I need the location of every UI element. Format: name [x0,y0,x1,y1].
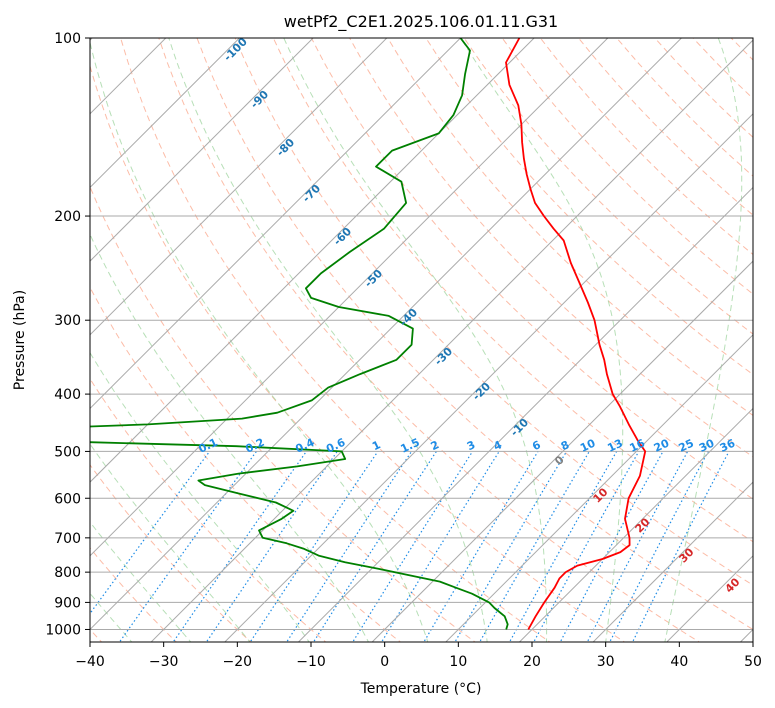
x-tick-label: 50 [744,654,762,670]
y-tick-label: 200 [54,209,81,225]
y-tick-label: 300 [54,313,81,329]
x-tick-label: 10 [449,654,467,670]
dry-adiabat [310,38,753,500]
mixing-ratio-label: 30 [697,436,717,454]
isotherm-line [518,407,753,642]
chart-title: wetPf2_C2E1.2025.106.01.11.G31 [284,12,558,32]
y-tick-label: 100 [54,31,81,47]
mixing-ratio-line [90,451,211,615]
dry-adiabat [234,38,753,586]
pressure-grid [90,38,753,642]
isotherm-line [90,38,388,336]
y-axis: 1000 900 800 700 600 500 400 300 200 100 [45,31,90,638]
x-tick-label: 40 [670,654,688,670]
mixing-ratio-label: 10 [578,436,598,454]
mixing-ratio-line [285,451,413,642]
dry-adiabat [425,38,753,376]
isotherm-line [90,38,535,483]
x-axis-label: Temperature (°C) [360,681,482,697]
y-tick-label: 600 [54,491,81,507]
mixing-ratio-label: 36 [718,436,738,454]
x-tick-label: −10 [296,654,326,670]
mixing-ratio-line [205,451,338,642]
temperature-profile [505,38,647,630]
isotherm-line [150,39,753,642]
isotherm-line [297,186,753,642]
mixing-ratio-line [352,451,474,642]
sounding-series [90,38,647,630]
isotherm-line [371,260,753,642]
mixing-ratio-line [423,451,539,642]
dry-adiabat [349,38,753,458]
mixing-ratio-line [586,451,689,642]
mixing-ratio-line [172,451,307,642]
x-tick-label: −30 [149,654,179,670]
x-tick-label: −40 [75,654,105,670]
mixing-ratio-line [249,451,379,642]
y-tick-label: 700 [54,531,81,547]
y-tick-label: 1000 [45,622,81,638]
moist-adiabat [90,233,370,642]
isotherm-line [592,481,753,642]
isotherm-line [90,38,462,410]
mixing-ratio-line [559,451,664,642]
x-tick-label: 30 [597,654,615,670]
dry-adiabat [501,38,753,295]
mixing-ratio-label: 20 [652,436,672,454]
x-tick-label: −20 [223,654,253,670]
isotherm-line [90,38,314,262]
mixing-ratio-line [454,451,568,642]
y-tick-label: 800 [54,565,81,581]
dewpoint-profile [90,38,509,630]
mixing-ratio-label: 25 [677,437,696,455]
mixing-ratio-label: 16 [628,436,648,454]
x-axis: −40 −30 −20 −10 0 10 20 30 40 50 [75,642,762,670]
dry-adiabat [387,38,753,417]
isotherm-line [90,38,241,189]
mixing-ratio-line [609,451,709,642]
dry-adiabat [463,38,753,335]
y-axis-label: Pressure (hPa) [12,290,28,390]
mixing-ratio-line [118,451,257,642]
mixing-ratio-line [380,451,500,642]
isotherm-line [445,334,753,642]
x-tick-label: 20 [523,654,541,670]
y-tick-label: 900 [54,595,81,611]
mixing-ratio-line [533,451,640,642]
isotherm-line [90,38,683,631]
plot-frame [89,37,754,643]
x-tick-label: 0 [380,654,389,670]
isotherm-line [224,113,753,642]
y-tick-label: 400 [54,387,81,403]
isotherm-line [90,38,609,557]
y-tick-label: 500 [54,444,81,460]
mixing-ratio-label: 13 [605,437,624,455]
